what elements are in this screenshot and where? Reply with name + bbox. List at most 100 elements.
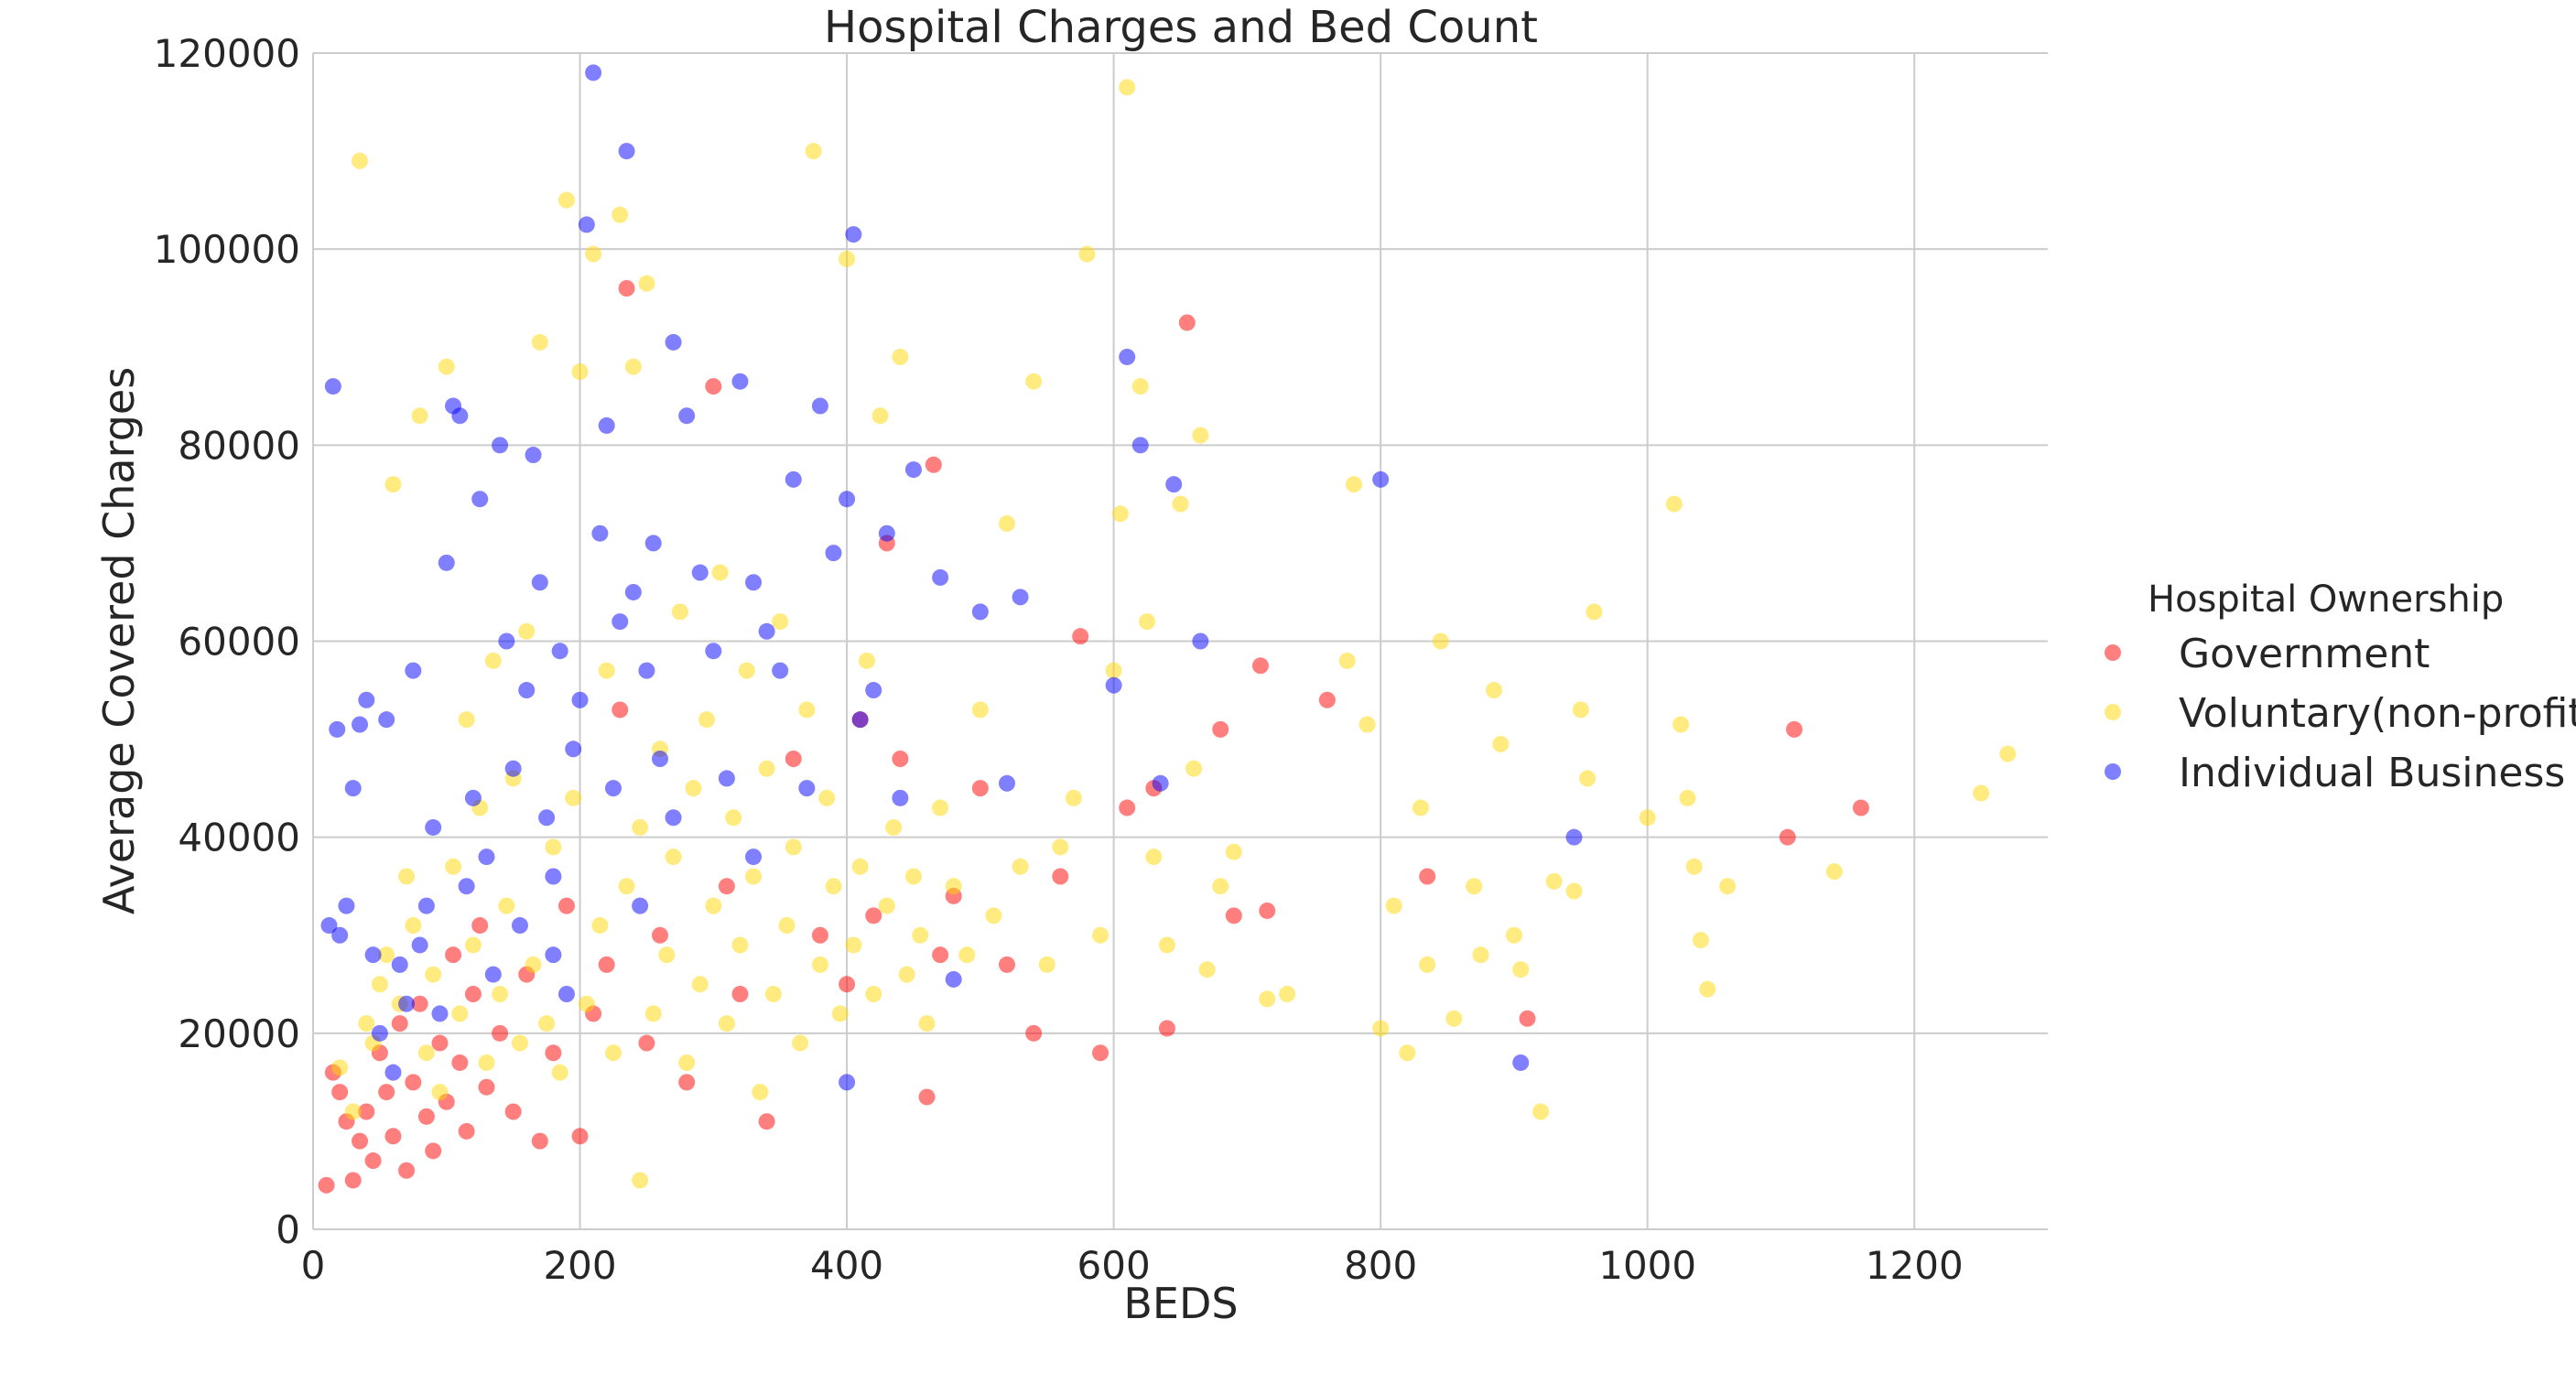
data-point	[585, 64, 602, 81]
data-point	[438, 554, 455, 571]
data-point	[1699, 980, 1716, 998]
data-point	[498, 897, 515, 914]
data-point	[785, 470, 802, 488]
data-point	[772, 613, 789, 631]
data-point	[1131, 437, 1149, 454]
data-point	[1432, 632, 1449, 650]
data-point	[638, 1034, 655, 1052]
data-point	[525, 447, 542, 464]
data-point	[411, 995, 428, 1012]
data-point	[571, 1128, 589, 1145]
legend-marker-1	[2105, 704, 2121, 720]
data-point	[1259, 990, 1276, 1008]
data-point	[932, 946, 949, 964]
data-point	[718, 878, 735, 895]
data-point	[1532, 1103, 1550, 1120]
data-point	[371, 976, 388, 993]
data-point	[425, 1142, 442, 1160]
data-point	[1119, 79, 1136, 96]
data-point	[1545, 872, 1563, 890]
data-point	[839, 491, 856, 508]
data-point	[1012, 589, 1029, 606]
data-point	[1025, 373, 1043, 390]
data-point	[1565, 882, 1583, 900]
data-point	[851, 711, 869, 729]
data-point	[878, 897, 895, 914]
data-point	[1251, 657, 1269, 675]
data-point	[320, 917, 338, 935]
data-point	[585, 245, 602, 263]
data-point	[811, 926, 828, 944]
data-point	[1679, 789, 1696, 806]
data-point	[1119, 799, 1136, 816]
data-point	[758, 622, 775, 640]
data-point	[831, 1005, 849, 1022]
data-point	[398, 995, 416, 1012]
data-point	[458, 711, 475, 729]
data-point	[932, 799, 949, 816]
data-point	[492, 986, 509, 1002]
data-point	[745, 868, 763, 885]
data-point	[738, 662, 755, 679]
data-point	[331, 1084, 349, 1101]
data-point	[378, 1084, 395, 1101]
data-point	[492, 437, 509, 454]
data-point	[818, 789, 836, 806]
data-point	[711, 564, 729, 581]
data-point	[839, 1074, 856, 1091]
data-point	[1512, 1054, 1530, 1071]
data-point	[531, 1132, 548, 1150]
data-point	[1419, 868, 1436, 885]
data-point	[632, 1172, 649, 1189]
data-point	[398, 1162, 416, 1179]
data-point	[1412, 799, 1429, 816]
data-point	[618, 280, 635, 297]
data-point	[904, 461, 922, 479]
data-point	[858, 652, 875, 669]
x-tick-label: 0	[301, 1243, 326, 1288]
y-tick-label: 60000	[178, 620, 300, 665]
data-point	[1038, 956, 1055, 973]
data-point	[1145, 849, 1163, 866]
y-tick-label: 100000	[154, 227, 300, 272]
data-point	[557, 897, 575, 914]
data-point	[364, 1152, 382, 1170]
data-point	[384, 1128, 402, 1145]
data-point	[632, 818, 649, 836]
data-point	[624, 358, 642, 375]
data-point	[839, 976, 856, 993]
data-point	[565, 789, 582, 806]
data-point	[1225, 907, 1242, 924]
data-point	[358, 691, 375, 708]
data-point	[1486, 682, 1503, 699]
data-point	[451, 1005, 469, 1022]
data-point	[551, 1064, 568, 1081]
data-point	[1192, 632, 1209, 650]
data-point	[1165, 476, 1183, 493]
data-point	[405, 1074, 422, 1091]
x-axis-ticks: 0 200 400 600 800 1000 1200	[301, 1243, 1964, 1288]
data-point	[358, 1103, 375, 1120]
data-point	[1639, 809, 1656, 827]
data-point	[471, 917, 489, 935]
legend-marker-2	[2105, 763, 2121, 780]
data-point	[545, 838, 562, 856]
data-point	[678, 407, 696, 425]
data-point	[1399, 1044, 1416, 1062]
data-point	[417, 1044, 435, 1062]
data-point	[1158, 1020, 1175, 1037]
data-point	[652, 751, 668, 767]
data-point	[811, 956, 828, 973]
data-point	[364, 946, 382, 964]
data-point	[971, 701, 989, 719]
series-0	[318, 280, 1869, 1194]
data-point	[378, 946, 395, 964]
data-point	[898, 966, 915, 983]
data-point	[1172, 495, 1189, 513]
data-point	[758, 760, 775, 777]
data-point	[405, 917, 422, 935]
data-point	[825, 878, 842, 895]
data-point	[1472, 946, 1489, 964]
data-point	[1693, 932, 1709, 949]
data-point	[764, 986, 782, 1002]
